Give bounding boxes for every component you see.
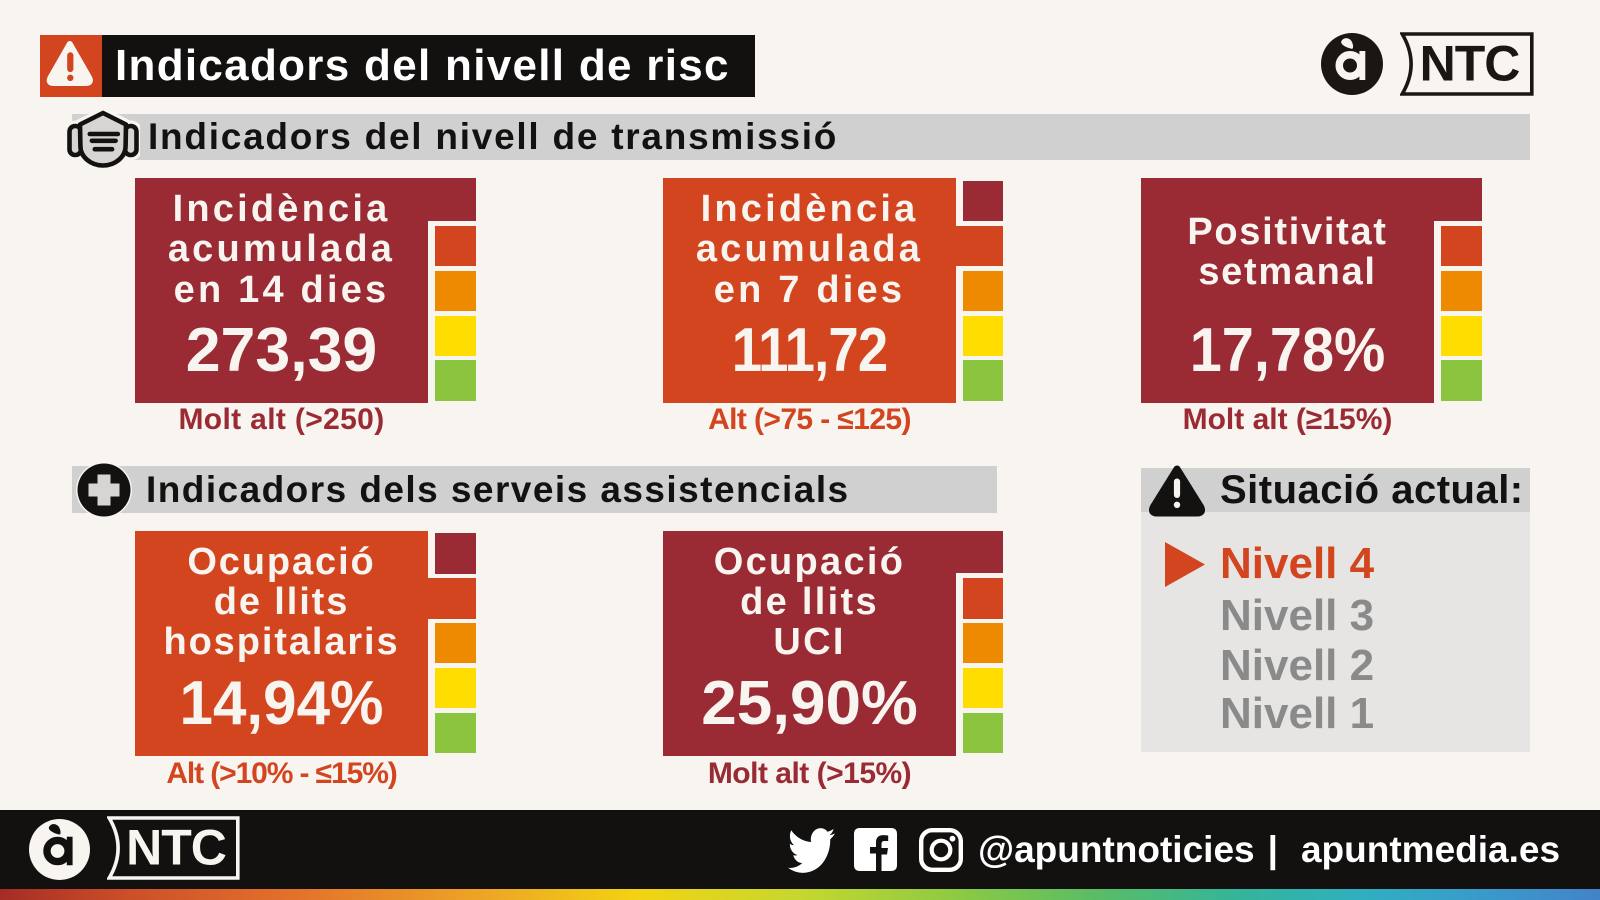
svg-text:NTC: NTC bbox=[1420, 36, 1520, 92]
svg-text:NTC: NTC bbox=[126, 820, 226, 876]
